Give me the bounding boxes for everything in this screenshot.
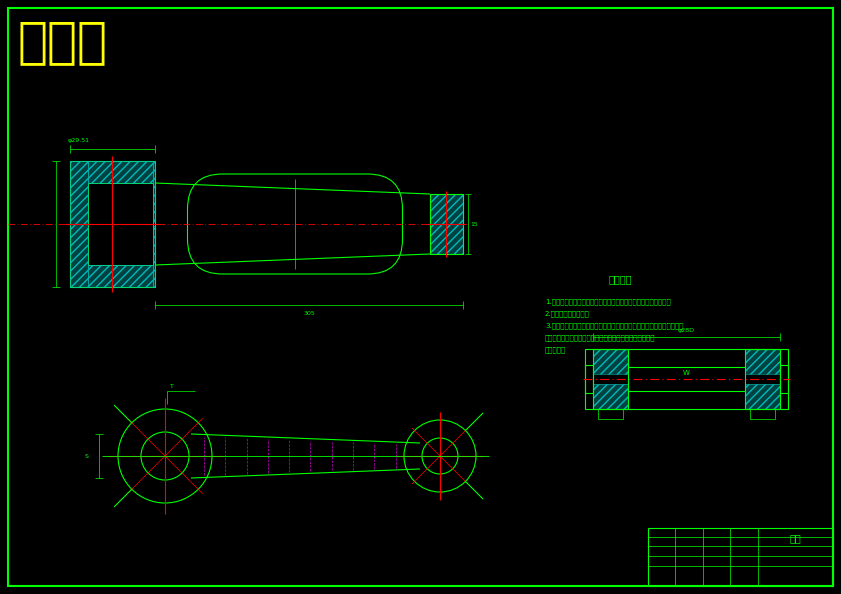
Bar (745, 384, 780, 409)
Bar (745, 349, 780, 374)
Text: 技术要求: 技术要求 (608, 274, 632, 284)
Bar (430, 194, 463, 254)
Text: 2.零件锐边倒钝处理。: 2.零件锐边倒钝处理。 (545, 310, 590, 317)
Text: φ28D: φ28D (678, 328, 695, 333)
Text: 15: 15 (470, 222, 478, 226)
Bar (430, 194, 463, 254)
Bar (598, 409, 623, 419)
Text: 连杆: 连杆 (790, 533, 801, 543)
Bar (593, 349, 628, 374)
Bar (153, 161, 155, 222)
Bar (593, 349, 628, 409)
Bar (593, 349, 628, 374)
Text: φ29.51: φ29.51 (68, 138, 90, 143)
Bar (750, 409, 775, 419)
Bar (88, 265, 153, 287)
Text: 连接杆: 连接杆 (18, 18, 108, 66)
Bar (585, 365, 593, 393)
Bar (745, 384, 780, 409)
Bar (153, 161, 155, 222)
Bar (153, 226, 155, 287)
Bar (745, 349, 780, 409)
Bar (88, 183, 153, 265)
Bar (593, 384, 628, 409)
Bar (153, 226, 155, 287)
Bar (70, 161, 155, 287)
Bar (88, 161, 153, 183)
Bar (70, 161, 88, 287)
Bar (88, 161, 153, 183)
Bar (745, 349, 780, 374)
Bar (585, 349, 788, 409)
Text: 1.零件加工表面上，不允许有划痕、擦伤等损坏零件表面的缺陷。: 1.零件加工表面上，不允许有划痕、擦伤等损坏零件表面的缺陷。 (545, 298, 671, 305)
Text: 痕迹情况。: 痕迹情况。 (545, 346, 566, 353)
FancyBboxPatch shape (188, 174, 403, 274)
Text: S: S (85, 453, 89, 459)
Text: T: T (170, 384, 174, 389)
Text: 3.零件加工后检验零件不得出现超过图纸公差范围以上，起落架心要处对: 3.零件加工后检验零件不得出现超过图纸公差范围以上，起落架心要处对 (545, 322, 684, 328)
Bar (593, 384, 628, 409)
Bar (430, 194, 463, 254)
Text: 准，加工后不允许有锯齿状零件特性着，保持表面划痕物理: 准，加工后不允许有锯齿状零件特性着，保持表面划痕物理 (545, 334, 655, 340)
Bar (648, 528, 833, 586)
Bar (780, 365, 788, 393)
Bar (88, 265, 153, 287)
Text: W: W (683, 370, 690, 376)
Bar (70, 161, 88, 287)
Text: 305: 305 (303, 311, 315, 316)
